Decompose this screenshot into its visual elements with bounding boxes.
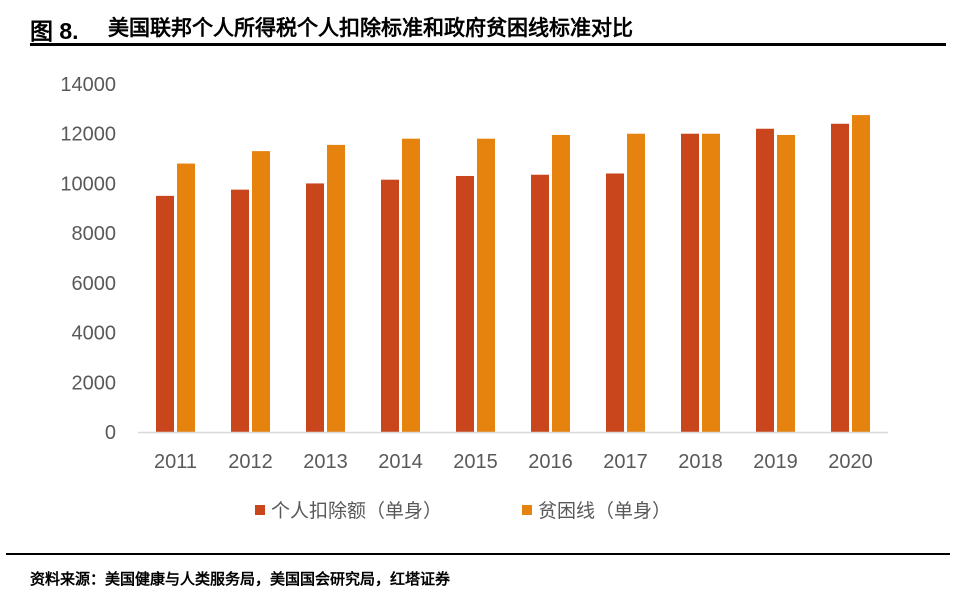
- bar-deduction-2017: [606, 173, 624, 432]
- x-tick-label: 2015: [453, 451, 498, 473]
- bar-poverty-line-2016: [552, 134, 570, 432]
- bar-poverty-line-2015: [477, 138, 495, 432]
- y-tick-label: 4000: [72, 323, 117, 345]
- x-tick-label: 2020: [828, 451, 873, 473]
- bar-deduction-2012: [231, 189, 249, 432]
- x-tick-label: 2016: [528, 451, 573, 473]
- bar-poverty-line-2017: [627, 133, 645, 432]
- legend-swatch-deduction: [255, 505, 265, 515]
- bar-deduction-2015: [456, 175, 474, 432]
- figure-number: 图 8.: [30, 18, 79, 44]
- figure-title: 美国联邦个人所得税个人扣除标准和政府贫困线标准对比: [108, 16, 633, 40]
- y-tick-label: 2000: [72, 372, 117, 394]
- bars: [156, 115, 870, 433]
- x-tick-label: 2018: [678, 451, 723, 473]
- bar-deduction-2018: [681, 133, 699, 432]
- x-tick-label: 2019: [753, 451, 798, 473]
- y-tick-label: 10000: [60, 173, 116, 195]
- bar-poverty-line-2020: [852, 115, 870, 433]
- bar-poverty-line-2019: [777, 134, 795, 432]
- bar-poverty-line-2013: [327, 144, 345, 432]
- bar-deduction-2020: [831, 123, 849, 433]
- figure-header: 图 8. 美国联邦个人所得税个人扣除标准和政府贫困线标准对比: [30, 6, 946, 44]
- top-rule: [30, 43, 946, 46]
- x-tick-label: 2013: [303, 451, 348, 473]
- bar-deduction-2011: [156, 195, 174, 432]
- y-tick-label: 0: [105, 422, 116, 444]
- bar-poverty-line-2011: [177, 163, 195, 433]
- x-axis-ticks: 2011 2012 2013 2014 2015 2016 2017 2018 2019 2020: [154, 451, 873, 473]
- x-tick-label: 2014: [378, 451, 423, 473]
- legend-label: 个人扣除额（单身）: [271, 500, 442, 522]
- y-tick-label: 6000: [72, 273, 117, 295]
- source-note: 资料来源：美国健康与人类服务局，美国国会研究局，红塔证券: [30, 570, 451, 588]
- y-tick-label: 14000: [60, 74, 116, 96]
- bar-poverty-line-2018: [702, 133, 720, 432]
- y-tick-label: 8000: [72, 223, 117, 245]
- bar-deduction-2016: [531, 174, 549, 432]
- bottom-rule: [6, 553, 950, 555]
- bar-deduction-2019: [756, 128, 774, 432]
- legend-swatch-poverty-line: [522, 505, 532, 515]
- legend-label: 贫困线（单身）: [538, 500, 671, 522]
- bar-deduction-2013: [306, 183, 324, 432]
- bar-poverty-line-2012: [252, 151, 270, 432]
- x-tick-label: 2011: [154, 451, 197, 473]
- bar-poverty-line-2014: [402, 138, 420, 432]
- y-axis-ticks: 0 2000 4000 6000 8000 10000 12000 14000: [60, 74, 116, 444]
- x-tick-label: 2012: [228, 451, 273, 473]
- legend: 个人扣除额（单身） 贫困线（单身）: [255, 500, 671, 522]
- x-tick-label: 2017: [603, 451, 648, 473]
- bar-deduction-2014: [381, 179, 399, 432]
- y-tick-label: 12000: [60, 124, 116, 146]
